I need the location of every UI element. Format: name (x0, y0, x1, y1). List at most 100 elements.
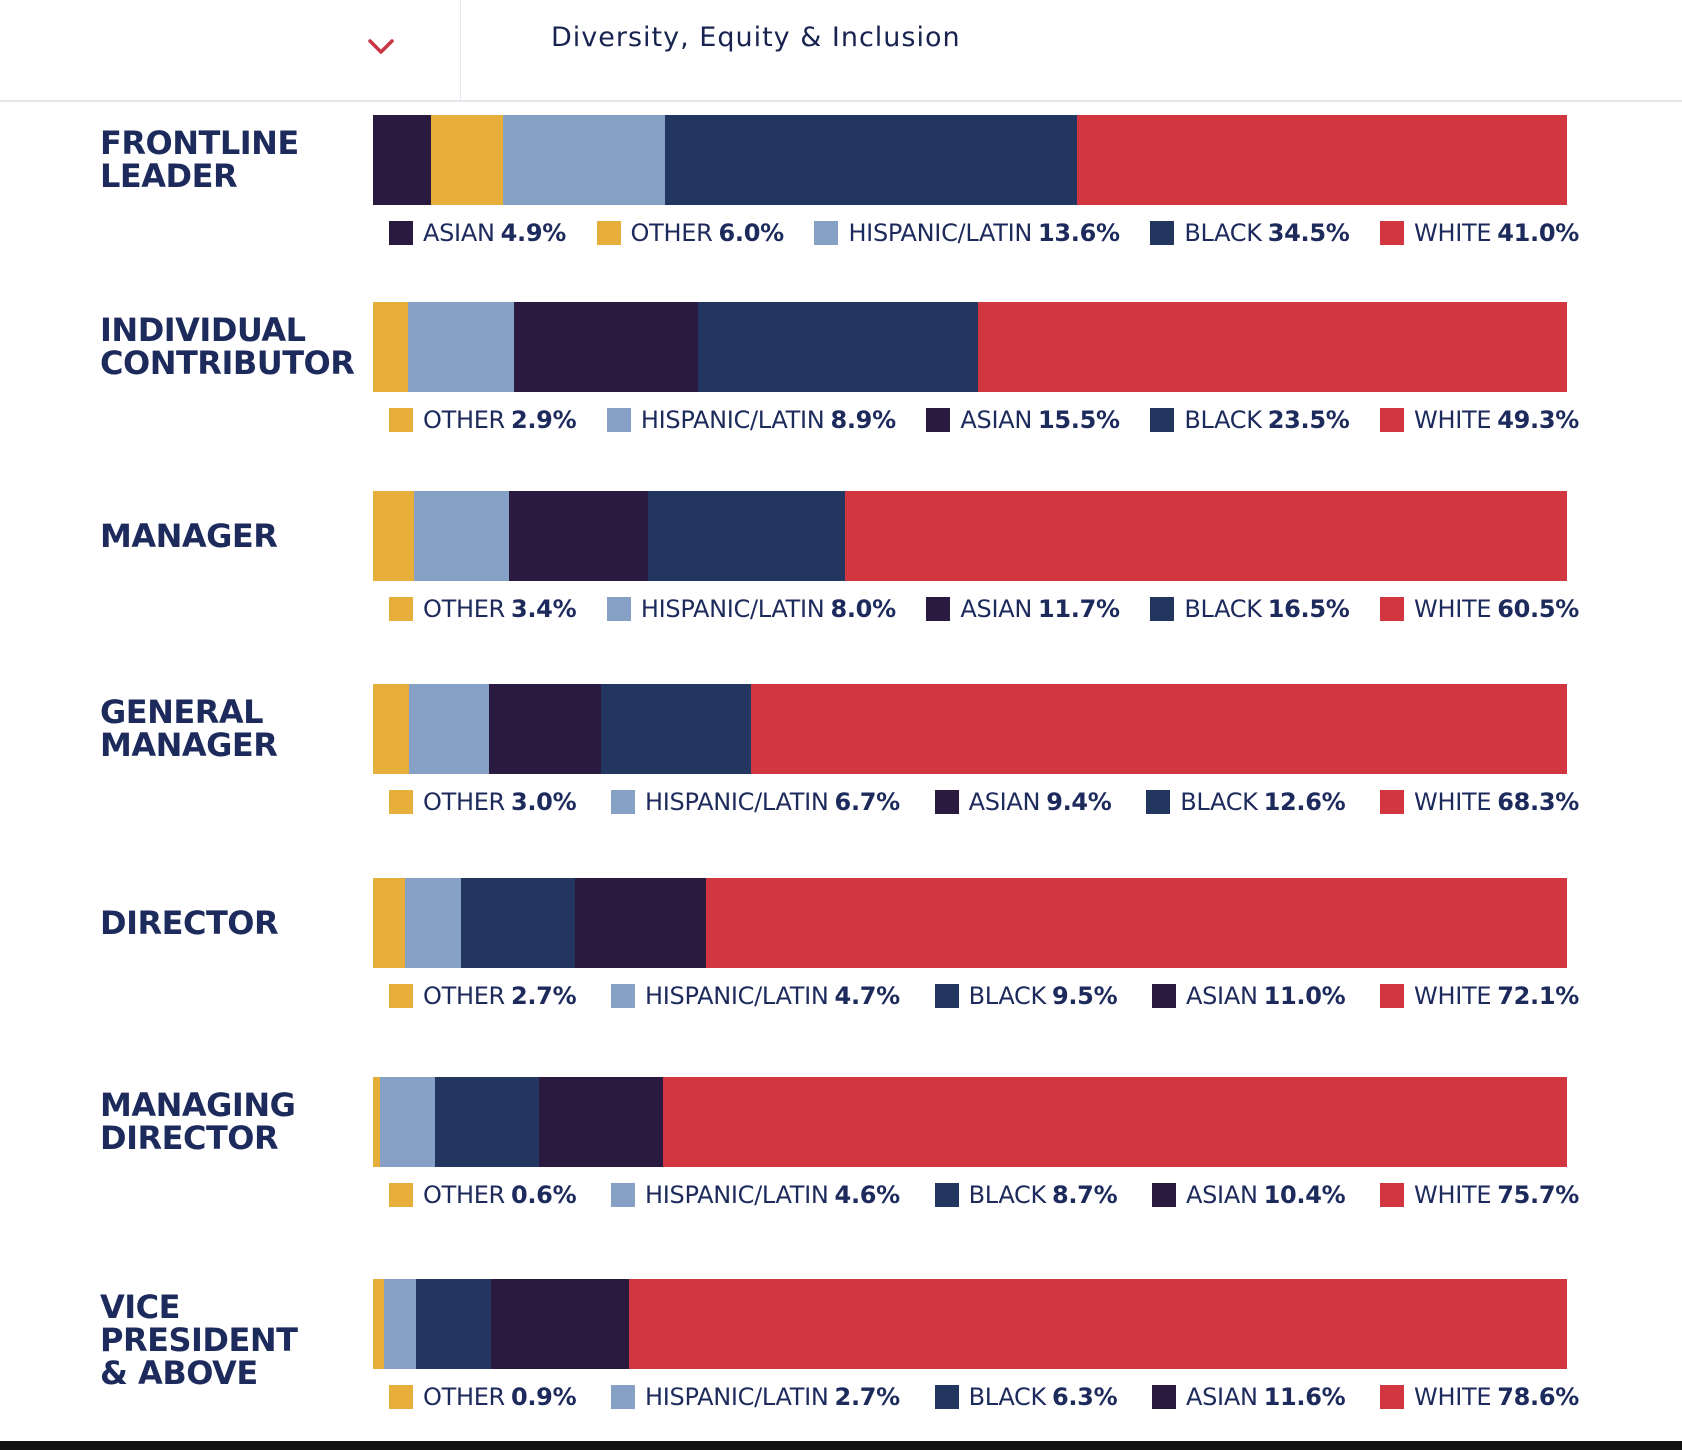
legend-item-hispanic-latin: HISPANIC/LATIN 13.6% (814, 215, 1120, 251)
legend-general-manager: OTHER 3.0% HISPANIC/LATIN 6.7% ASIAN 9.4% BLAC… (389, 784, 1589, 820)
legend-swatch (610, 984, 635, 1008)
legend-item-white: WHITE 41.0% (1380, 215, 1579, 251)
stacked-bar-frontline-leader (373, 115, 1567, 205)
legend-swatch (610, 790, 635, 814)
legend-value: 3.4% (510, 595, 577, 623)
legend-value: 4.6% (834, 1181, 901, 1209)
legend-value: 10.4% (1263, 1181, 1346, 1209)
legend-category: OTHER (423, 595, 505, 623)
legend-value: 68.3% (1497, 788, 1579, 816)
legend-swatch (1152, 984, 1176, 1008)
legend-swatch (934, 984, 959, 1008)
row-label-general-manager: GENERAL MANAGER (100, 696, 370, 762)
legend-category: ASIAN (968, 788, 1041, 816)
legend-category: HISPANIC/LATIN (644, 788, 829, 816)
legend-value: 9.5% (1051, 982, 1118, 1010)
row-label-director: DIRECTOR (100, 906, 370, 940)
legend-category: WHITE (1414, 1181, 1492, 1209)
legend-item-other: OTHER 3.0% (389, 784, 577, 820)
legend-swatch (1380, 597, 1405, 621)
legend-value: 11.0% (1263, 982, 1346, 1010)
top-navigation-bar: Diversity, Equity & Inclusion (0, 0, 1682, 102)
legend-item-asian: ASIAN 11.6% (1152, 1379, 1346, 1415)
legend-value: 75.7% (1497, 1181, 1579, 1209)
bar-segment-other (373, 684, 410, 774)
legend-value: 2.9% (510, 406, 577, 434)
row-label-line: MANAGER (100, 726, 278, 764)
legend-item-other: OTHER 3.4% (389, 591, 577, 627)
bar-segment-black (600, 684, 752, 774)
legend-value: 49.3% (1497, 406, 1579, 434)
bar-segment-asian (538, 1077, 664, 1167)
legend-value: 2.7% (510, 982, 577, 1010)
legend-item-asian: ASIAN 11.7% (926, 591, 1120, 627)
legend-value: 6.3% (1051, 1383, 1118, 1411)
bar-segment-hispanic-latin (380, 1077, 436, 1167)
legend-swatch (389, 790, 413, 814)
bar-segment-black (461, 878, 576, 968)
legend-swatch (389, 1183, 413, 1207)
bar-segment-asian (513, 302, 699, 392)
bar-segment-asian (490, 1279, 630, 1369)
bar-segment-asian (373, 115, 433, 205)
legend-swatch (934, 1385, 959, 1409)
bar-segment-asian (574, 878, 707, 968)
chevron-down-icon[interactable] (364, 30, 398, 64)
row-label-individual-contributor: INDIVIDUAL CONTRIBUTOR (100, 314, 370, 380)
legend-swatch (1152, 1183, 1176, 1207)
legend-category: ASIAN (1186, 1383, 1258, 1411)
legend-swatch (1150, 221, 1175, 245)
legend-value: 9.4% (1046, 788, 1112, 816)
legend-manager: OTHER 3.4% HISPANIC/LATIN 8.0% ASIAN 11.7% BLA… (389, 591, 1589, 627)
row-label-managing-director: MANAGING DIRECTOR (100, 1089, 370, 1155)
bar-segment-other (373, 1077, 381, 1167)
legend-swatch (1380, 984, 1405, 1008)
legend-swatch (1380, 1183, 1405, 1207)
legend-swatch (606, 597, 631, 621)
row-label-line: VICE PRESIDENT (100, 1288, 298, 1359)
legend-item-white: WHITE 78.6% (1380, 1379, 1579, 1415)
row-label-line: LEADER (100, 157, 238, 195)
legend-value: 13.6% (1038, 219, 1120, 247)
legend-value: 11.6% (1263, 1383, 1346, 1411)
legend-item-black: BLACK 8.7% (934, 1177, 1118, 1213)
legend-value: 11.7% (1038, 595, 1120, 623)
bar-segment-asian (508, 491, 649, 581)
legend-value: 60.5% (1497, 595, 1579, 623)
stacked-bar-general-manager (373, 684, 1567, 774)
legend-category: WHITE (1414, 788, 1492, 816)
legend-category: HISPANIC/LATIN (848, 219, 1032, 247)
legend-item-white: WHITE 75.7% (1380, 1177, 1579, 1213)
bar-segment-other (373, 878, 406, 968)
legend-item-asian: ASIAN 9.4% (934, 784, 1112, 820)
legend-category: OTHER (423, 1383, 505, 1411)
legend-category: WHITE (1414, 982, 1492, 1010)
legend-category: BLACK (1184, 406, 1262, 434)
bar-segment-hispanic-latin (413, 491, 510, 581)
bar-segment-white (1076, 115, 1567, 205)
legend-individual-contributor: OTHER 2.9% HISPANIC/LATIN 8.9% ASIAN 15.5% BLA… (389, 402, 1589, 438)
legend-category: OTHER (630, 219, 713, 247)
stacked-bar-individual-contributor (373, 302, 1567, 392)
legend-item-white: WHITE 72.1% (1380, 978, 1579, 1014)
legend-category: BLACK (1184, 219, 1262, 247)
legend-item-black: BLACK 9.5% (934, 978, 1118, 1014)
legend-category: HISPANIC/LATIN (640, 595, 825, 623)
legend-item-asian: ASIAN 4.9% (389, 215, 566, 251)
bar-segment-hispanic-latin (503, 115, 666, 205)
legend-swatch (926, 597, 951, 621)
legend-category: HISPANIC/LATIN (640, 406, 825, 434)
row-label-line: FRONTLINE (100, 124, 299, 162)
legend-swatch (1380, 408, 1405, 432)
legend-swatch (934, 1183, 959, 1207)
legend-item-black: BLACK 12.6% (1146, 784, 1346, 820)
legend-swatch (606, 408, 631, 432)
legend-item-other: OTHER 2.9% (389, 402, 577, 438)
legend-value: 0.9% (510, 1383, 577, 1411)
legend-item-other: OTHER 2.7% (389, 978, 577, 1014)
section-title-link[interactable]: Diversity, Equity & Inclusion (551, 22, 961, 53)
row-label-vice-president-above: VICE PRESIDENT & ABOVE (100, 1291, 370, 1390)
legend-category: OTHER (423, 982, 505, 1010)
legend-item-hispanic-latin: HISPANIC/LATIN 6.7% (610, 784, 900, 820)
legend-item-hispanic-latin: HISPANIC/LATIN 8.0% (606, 591, 896, 627)
